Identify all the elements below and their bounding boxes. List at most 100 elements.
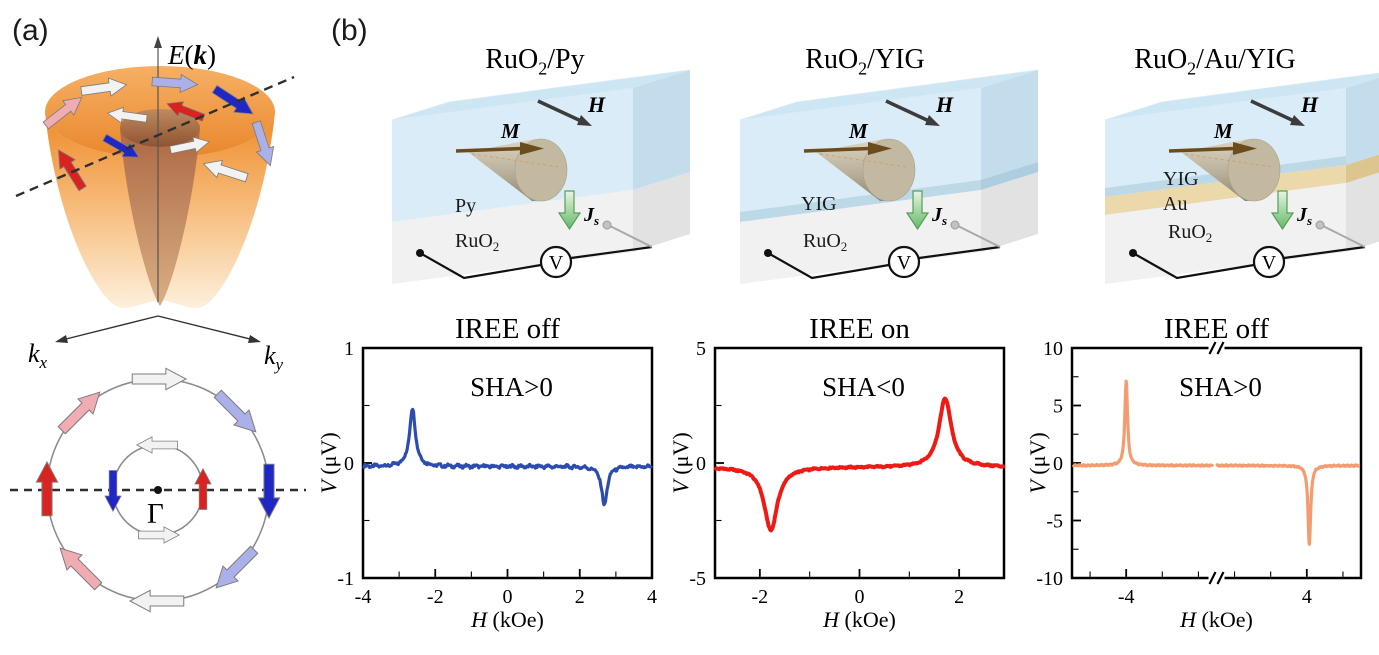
magnetization-label: M xyxy=(500,119,521,143)
spin-current-label: Js xyxy=(1296,204,1312,228)
spin-current-arrow xyxy=(557,190,582,231)
layer-label-ruo2: RuO2 xyxy=(803,230,847,254)
device-title-ruo2-au-yig: RuO2/Au/YIG xyxy=(1134,44,1296,79)
contact-dot-right xyxy=(950,220,960,230)
voltmeter-circle xyxy=(1252,245,1286,279)
x-tick-label: 2 xyxy=(575,586,585,608)
x-tick-label: 4 xyxy=(1302,586,1312,608)
magnetization-label: M xyxy=(1213,119,1234,143)
measurement-wire xyxy=(1132,252,1255,280)
yig-bottom-band-right xyxy=(981,162,1038,190)
signal-curve xyxy=(714,396,1005,533)
voltmeter-circle xyxy=(539,245,573,279)
layer-label-py: Py xyxy=(455,195,476,217)
cone-axis-dashed xyxy=(471,153,561,168)
field-label: H xyxy=(1300,92,1319,117)
magnetization-arrow xyxy=(803,146,871,153)
au-layer-right xyxy=(1346,154,1379,183)
magnetization-arrow xyxy=(1168,146,1236,153)
y-tick-label: -5 xyxy=(689,568,706,590)
axis-break-slash xyxy=(1208,571,1217,585)
spin-texture-diagram: Γ xyxy=(10,367,306,613)
field-arrow xyxy=(1250,99,1295,123)
x-axis-title: H (kOe) xyxy=(470,607,544,632)
axis-break-slash xyxy=(1216,571,1225,585)
spin-current-arrow xyxy=(905,190,930,231)
plot-ruo2-yig: IREE on -5 0 5 -2 0 2 SHA<0 H (kOe) V (μV) xyxy=(668,313,1006,632)
plot-title: IREE off xyxy=(455,313,560,345)
field-label: H xyxy=(935,92,954,117)
measurement-wire xyxy=(419,252,542,280)
kx-axis-arrowhead-icon xyxy=(55,335,68,343)
gamma-point-dot xyxy=(154,486,162,494)
x-axis-title: H (kOe) xyxy=(822,607,896,632)
magnetization-arrowhead-icon xyxy=(1233,142,1257,155)
gamma-point-label: Γ xyxy=(147,498,164,530)
band-structure-diagram: E(k) kx ky xyxy=(15,36,295,374)
box-right-face-ruo2 xyxy=(633,172,690,252)
magnetization-cone-base xyxy=(514,138,568,202)
signal-curve xyxy=(1072,379,1214,468)
contact-wire-gray xyxy=(957,225,1001,248)
field-arrowhead-icon xyxy=(925,115,940,126)
x-tick-label: 0 xyxy=(855,586,865,608)
plot-title: IREE on xyxy=(809,313,910,345)
box-right-face-fm xyxy=(1346,77,1379,165)
layer-label-yig: YIG xyxy=(801,193,837,215)
field-arrow xyxy=(885,99,930,123)
spin-cut-dashed-line xyxy=(15,75,295,198)
magnetization-cone-base xyxy=(862,138,916,202)
voltmeter-label: V xyxy=(549,252,564,274)
spin-current-label: Js xyxy=(931,204,947,228)
axis-break-slash xyxy=(1216,341,1225,355)
au-layer-front xyxy=(1105,165,1346,215)
kx-axis xyxy=(57,315,159,342)
box-right-face-ruo2 xyxy=(981,172,1038,252)
device-title-ruo2-yig: RuO2/YIG xyxy=(805,44,925,79)
x-axis-title: H (kOe) xyxy=(1179,607,1253,632)
cone-axis-dashed xyxy=(819,153,909,168)
field-arrow xyxy=(537,99,582,123)
tick-marks xyxy=(716,347,961,579)
y-tick-label: 5 xyxy=(696,338,706,360)
plot-frame xyxy=(361,346,654,580)
energy-axis-label: E(k) xyxy=(167,40,216,70)
layer-label-au: Au xyxy=(1163,193,1187,215)
device-title-ruo2-py: RuO2/Py xyxy=(485,44,585,79)
field-arrowhead-icon xyxy=(1290,115,1305,126)
x-tick-label: -2 xyxy=(752,586,769,608)
axis-break-slash xyxy=(1208,341,1217,355)
ky-axis-label: ky xyxy=(264,341,284,374)
device-schematic-ruo2-py: M H Js V Py RuO2 xyxy=(391,69,691,284)
measurement-wire xyxy=(767,252,890,280)
layer-label-ruo2: RuO2 xyxy=(1168,221,1212,245)
ky-axis xyxy=(157,315,259,342)
contact-dot-left xyxy=(1129,249,1137,257)
x-tick-label: -4 xyxy=(1118,586,1135,608)
spin-current-arrow xyxy=(1270,190,1295,231)
y-tick-label: 1 xyxy=(344,338,354,360)
measurement-wire-right xyxy=(1283,245,1366,260)
y-axis-title: V (μV) xyxy=(1025,432,1050,493)
y-axis-title: V (μV) xyxy=(668,432,693,493)
ky-axis-arrowhead-icon xyxy=(248,335,261,343)
y-tick-label: 0 xyxy=(696,453,706,475)
magnetization-arrowhead-icon xyxy=(520,142,544,155)
y-tick-label: -1 xyxy=(337,568,354,590)
contact-dot-left xyxy=(416,249,424,257)
cone-axis-dashed xyxy=(1184,153,1274,168)
inner-band-surface xyxy=(120,128,200,306)
plot-ruo2-py: IREE off -1 0 1 -4 -2 0 2 4 SHA>0 H (kOe) V (μV) xyxy=(316,313,657,632)
magnetization-label: M xyxy=(848,119,869,143)
x-tick-label: 4 xyxy=(647,586,657,608)
layer-label-yig: YIG xyxy=(1163,168,1199,190)
magnetization-cone-base xyxy=(1227,138,1281,202)
measurement-wire-right xyxy=(570,245,653,260)
y-tick-label: 0 xyxy=(1053,453,1063,475)
y-tick-label: -5 xyxy=(1046,511,1063,533)
y-tick-label: 0 xyxy=(344,453,354,475)
y-axis-title: V (μV) xyxy=(316,432,341,493)
device-schematic-ruo2-yig: M H Js V YIG RuO2 xyxy=(739,69,1039,284)
y-tick-label: 5 xyxy=(1053,396,1063,418)
